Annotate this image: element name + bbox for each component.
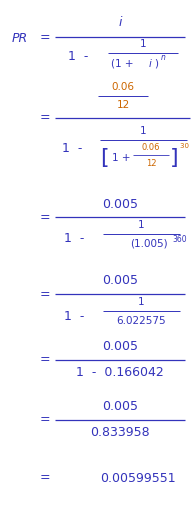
Text: 1  -: 1 - (68, 50, 88, 64)
Text: 1  -: 1 - (64, 309, 84, 323)
Text: 0.005: 0.005 (102, 340, 138, 354)
Text: n: n (161, 53, 166, 62)
Text: =: = (40, 31, 51, 45)
Text: 0.06: 0.06 (142, 143, 160, 151)
Text: 1  -  0.166042: 1 - 0.166042 (76, 366, 164, 379)
Text: PR: PR (12, 31, 28, 45)
Text: ): ) (154, 59, 158, 69)
Text: 360: 360 (172, 235, 187, 243)
Text: 1: 1 (138, 297, 144, 307)
Text: i: i (118, 16, 122, 29)
Text: [: [ (100, 148, 109, 168)
Text: =: = (40, 414, 51, 427)
Text: 1  -: 1 - (62, 142, 82, 154)
Text: =: = (40, 111, 51, 124)
Text: (1 +: (1 + (111, 59, 137, 69)
Text: =: = (40, 471, 51, 485)
Text: =: = (40, 211, 51, 225)
Text: i: i (149, 59, 152, 69)
Text: 0.833958: 0.833958 (90, 427, 150, 439)
Text: 0.00599551: 0.00599551 (100, 471, 176, 485)
Text: 12: 12 (146, 158, 156, 168)
Text: 6.022575: 6.022575 (116, 316, 166, 326)
Text: =: = (40, 289, 51, 302)
Text: 0.06: 0.06 (112, 82, 135, 92)
Text: =: = (40, 354, 51, 366)
Text: ]: ] (170, 148, 179, 168)
Text: 0.005: 0.005 (102, 400, 138, 414)
Text: 1: 1 (138, 220, 144, 230)
Text: 30 × 12: 30 × 12 (180, 143, 192, 149)
Text: 0.005: 0.005 (102, 198, 138, 210)
Text: 1: 1 (140, 39, 146, 49)
Text: 12: 12 (116, 100, 130, 110)
Text: 1: 1 (140, 126, 146, 136)
Text: 1 +: 1 + (112, 153, 131, 163)
Text: (1.005): (1.005) (130, 239, 168, 249)
Text: 0.005: 0.005 (102, 274, 138, 288)
Text: 1  -: 1 - (64, 233, 84, 245)
